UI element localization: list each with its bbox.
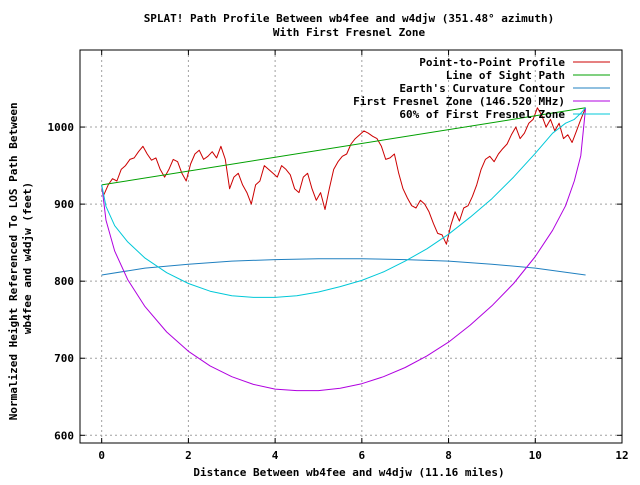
x-tick-label: 12 [615,449,628,462]
y-tick-label: 800 [54,275,74,288]
x-tick-label: 2 [185,449,192,462]
x-tick-label: 8 [445,449,452,462]
series-line-1 [101,107,586,186]
grid [80,50,622,443]
y-tick-label: 900 [54,198,74,211]
legend-label-2: Earth's Curvature Contour [399,82,565,95]
series-layer [101,107,587,392]
legend-label-1: Line of Sight Path [446,69,565,82]
series-line-2 [101,258,586,276]
x-axis-label: Distance Between wb4fee and w4djw (11.16… [193,466,504,479]
legend-label-4: 60% of First Fresnel Zone [399,108,565,121]
y-tick-label: 1000 [48,121,75,134]
axis-ticks: 0 2 4 6 8 10 12 600 700 800 900 1000 [48,50,629,462]
chart-subtitle: With First Fresnel Zone [273,26,426,39]
series-line-0 [101,107,587,245]
y-axis-label: Normalized Height Referenced To LOS Path… [7,96,34,421]
legend-label-0: Point-to-Point Profile [419,56,565,69]
x-tick-label: 4 [272,449,279,462]
y-axis-label-line1: Normalized Height Referenced To LOS Path… [7,102,20,420]
chart-title: SPLAT! Path Profile Between wb4fee and w… [144,12,555,25]
series-line-3 [101,107,587,392]
y-axis-label-line2: wb4fee and w4djw (feet) [21,182,34,334]
plot-frame [79,49,623,444]
y-tick-label: 700 [54,352,74,365]
legend-label-3: First Fresnel Zone (146.520 MHz) [353,95,565,108]
x-tick-label: 10 [529,449,542,462]
series-line-4 [101,107,586,298]
x-tick-label: 0 [98,449,105,462]
x-tick-label: 6 [359,449,366,462]
y-tick-label: 600 [54,429,74,442]
